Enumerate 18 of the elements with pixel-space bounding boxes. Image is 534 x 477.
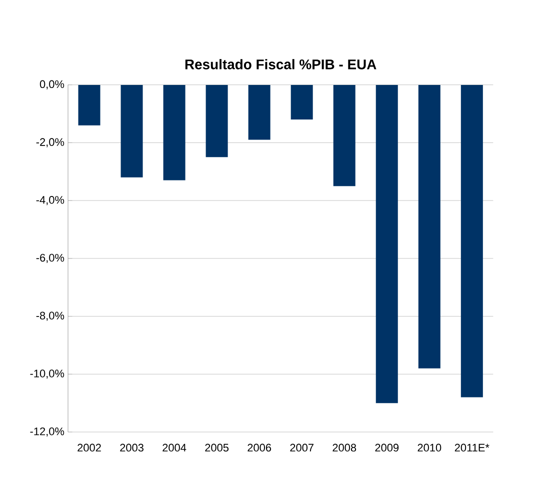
- x-tick-label: 2005: [205, 444, 229, 452]
- x-tick-label: 2009: [375, 444, 399, 452]
- x-tick-label: 2004: [162, 444, 186, 452]
- x-tick-label: 2010: [418, 444, 442, 452]
- chart-title: Resultado Fiscal %PIB - EUA: [185, 59, 376, 70]
- y-tick-label: -12,0%: [30, 427, 64, 437]
- y-tick-label: -10,0%: [30, 370, 64, 379]
- y-tick-label: 0,0%: [40, 80, 64, 90]
- y-tick-label: -4,0%: [36, 196, 64, 206]
- x-tick-label: 2002: [78, 444, 101, 452]
- x-tick-label: 2007: [290, 444, 314, 452]
- x-tick-label: 2011E*: [454, 444, 490, 452]
- x-tick-label: 2008: [332, 444, 356, 452]
- x-tick-label: 2006: [248, 444, 272, 452]
- y-tick-label: -2,0%: [36, 138, 64, 148]
- y-tick-label: -6,0%: [36, 254, 64, 263]
- y-tick-label: -8,0%: [36, 312, 64, 321]
- x-tick-label: 2003: [120, 444, 144, 452]
